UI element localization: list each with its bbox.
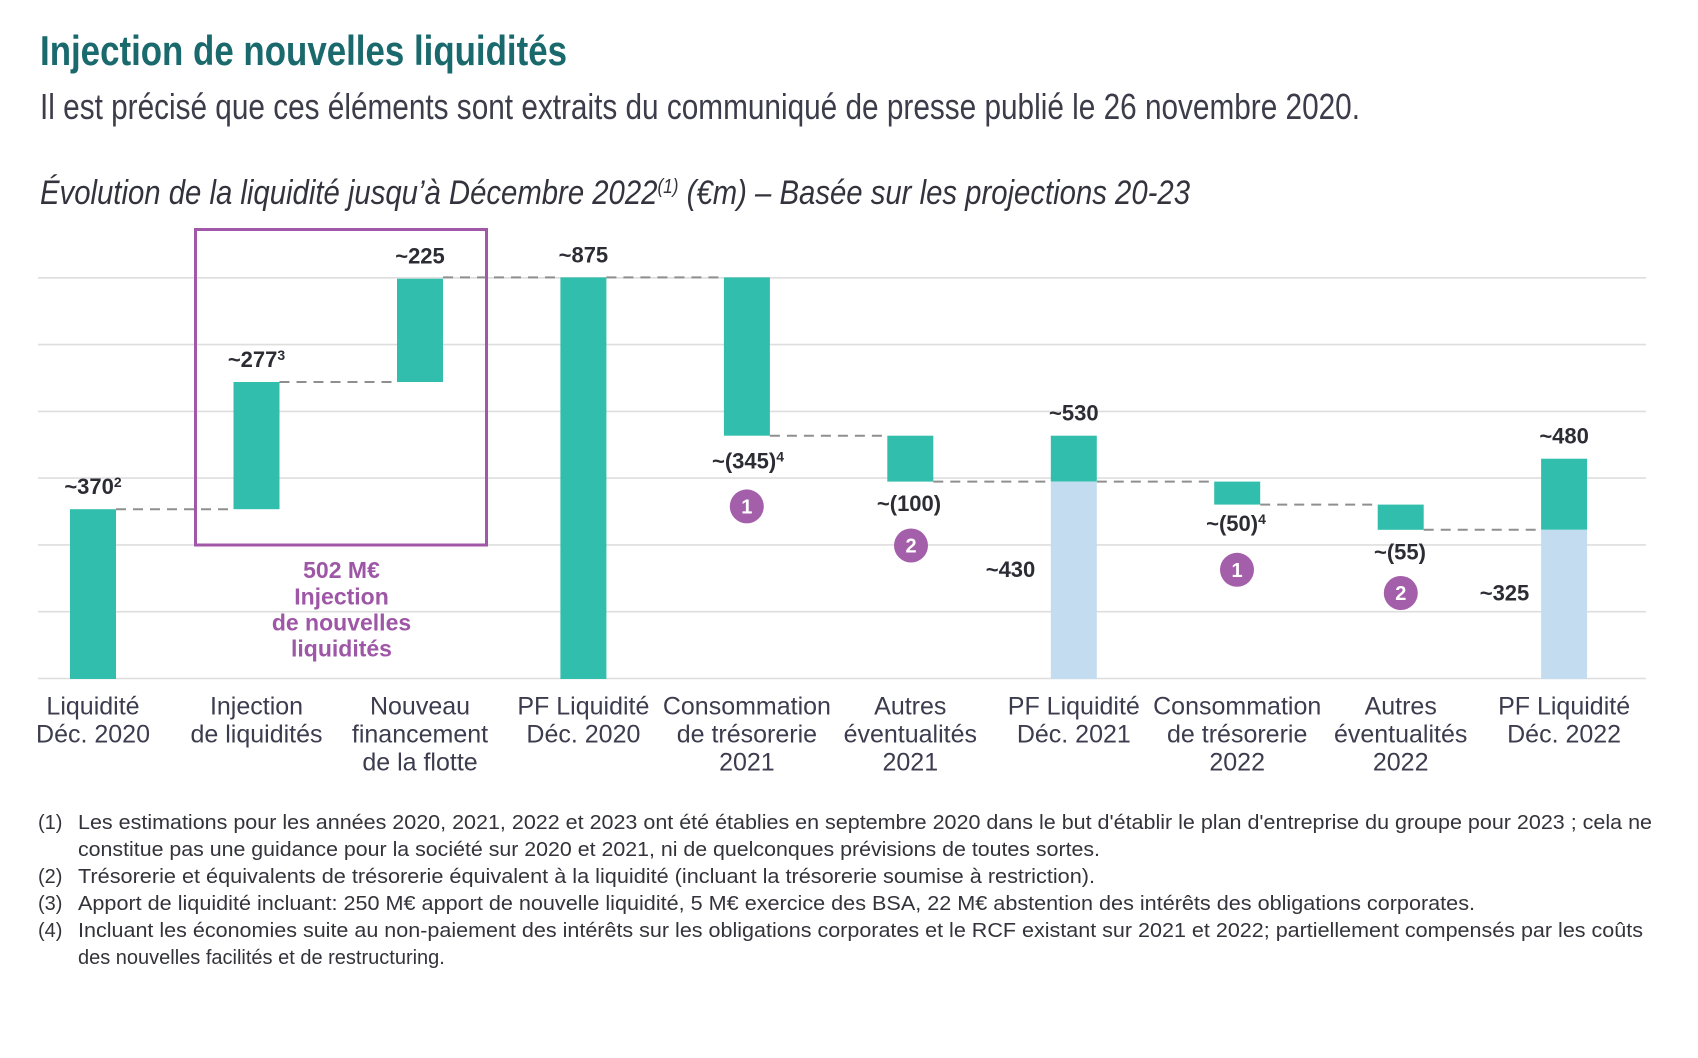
svg-text:Liquidité: Liquidité xyxy=(46,693,139,721)
svg-text:Déc. 2020: Déc. 2020 xyxy=(526,721,640,749)
svg-text:de trésorerie: de trésorerie xyxy=(1167,721,1307,749)
svg-text:(4): (4) xyxy=(38,920,62,942)
svg-text:constitue pas une guidance pou: constitue pas une guidance pour la socié… xyxy=(78,839,1100,861)
svg-text:2022: 2022 xyxy=(1209,749,1265,777)
svg-text:Apport de liquidité incluant:: Apport de liquidité incluant: 250 M€ app… xyxy=(78,893,1475,915)
svg-text:Injection: Injection xyxy=(294,584,389,610)
svg-text:liquidités: liquidités xyxy=(291,636,392,662)
svg-text:Autres: Autres xyxy=(1365,693,1437,721)
svg-text:2021: 2021 xyxy=(882,749,938,777)
svg-text:de la flotte: de la flotte xyxy=(362,749,477,777)
svg-text:~(100): ~(100) xyxy=(877,491,941,516)
svg-text:Injection: Injection xyxy=(210,693,303,721)
svg-text:502 M€: 502 M€ xyxy=(303,557,380,583)
svg-text:Il est précisé que ces élément: Il est précisé que ces éléments sont ext… xyxy=(40,86,1360,127)
svg-text:~(345)4: ~(345)4 xyxy=(712,449,784,474)
svg-text:Consommation: Consommation xyxy=(1153,693,1321,721)
svg-text:~325: ~325 xyxy=(1480,581,1530,606)
svg-text:~225: ~225 xyxy=(395,244,445,269)
svg-text:1: 1 xyxy=(1231,560,1242,582)
svg-text:2: 2 xyxy=(1395,583,1406,605)
svg-text:Nouveau: Nouveau xyxy=(370,693,470,721)
svg-text:de liquidités: de liquidités xyxy=(190,721,322,749)
svg-text:~530: ~530 xyxy=(1049,401,1099,426)
svg-text:(1): (1) xyxy=(38,812,62,834)
svg-text:Évolution de la liquidité jusq: Évolution de la liquidité jusqu’à Décemb… xyxy=(40,174,1190,212)
svg-text:Autres: Autres xyxy=(874,693,946,721)
svg-text:~430: ~430 xyxy=(986,557,1036,582)
svg-text:Incluant les économies suite a: Incluant les économies suite au non-paie… xyxy=(78,920,1643,942)
svg-text:1: 1 xyxy=(741,496,752,518)
svg-text:Les estimations pour les année: Les estimations pour les années 2020, 20… xyxy=(78,812,1652,834)
svg-text:(3): (3) xyxy=(38,893,62,915)
svg-text:Déc. 2020: Déc. 2020 xyxy=(36,721,150,749)
svg-text:Injection de nouvelles liquidi: Injection de nouvelles liquidités xyxy=(40,27,567,74)
svg-text:~3702: ~3702 xyxy=(64,474,122,499)
svg-text:éventualités: éventualités xyxy=(1334,721,1467,749)
svg-text:de trésorerie: de trésorerie xyxy=(677,721,817,749)
svg-text:(2): (2) xyxy=(38,866,62,888)
svg-text:PF Liquidité: PF Liquidité xyxy=(1498,693,1630,721)
svg-text:Trésorerie et équivalents de t: Trésorerie et équivalents de trésorerie … xyxy=(78,866,1095,888)
svg-text:PF Liquidité: PF Liquidité xyxy=(517,693,649,721)
svg-text:de nouvelles: de nouvelles xyxy=(272,610,411,636)
svg-text:des nouvelles facilités et de: des nouvelles facilités et de restructur… xyxy=(78,947,445,969)
svg-text:Consommation: Consommation xyxy=(663,693,831,721)
svg-text:éventualités: éventualités xyxy=(844,721,977,749)
svg-text:2: 2 xyxy=(905,536,916,558)
svg-text:~2773: ~2773 xyxy=(228,347,286,372)
svg-text:~(50)4: ~(50)4 xyxy=(1206,511,1266,536)
svg-text:2022: 2022 xyxy=(1373,749,1429,777)
svg-text:~875: ~875 xyxy=(559,242,609,267)
svg-text:Déc. 2022: Déc. 2022 xyxy=(1507,721,1621,749)
svg-text:Déc. 2021: Déc. 2021 xyxy=(1017,721,1131,749)
svg-text:~(55): ~(55) xyxy=(1374,540,1426,565)
svg-text:~480: ~480 xyxy=(1539,424,1589,449)
svg-text:2021: 2021 xyxy=(719,749,775,777)
svg-text:PF Liquidité: PF Liquidité xyxy=(1008,693,1140,721)
svg-text:financement: financement xyxy=(352,721,488,749)
